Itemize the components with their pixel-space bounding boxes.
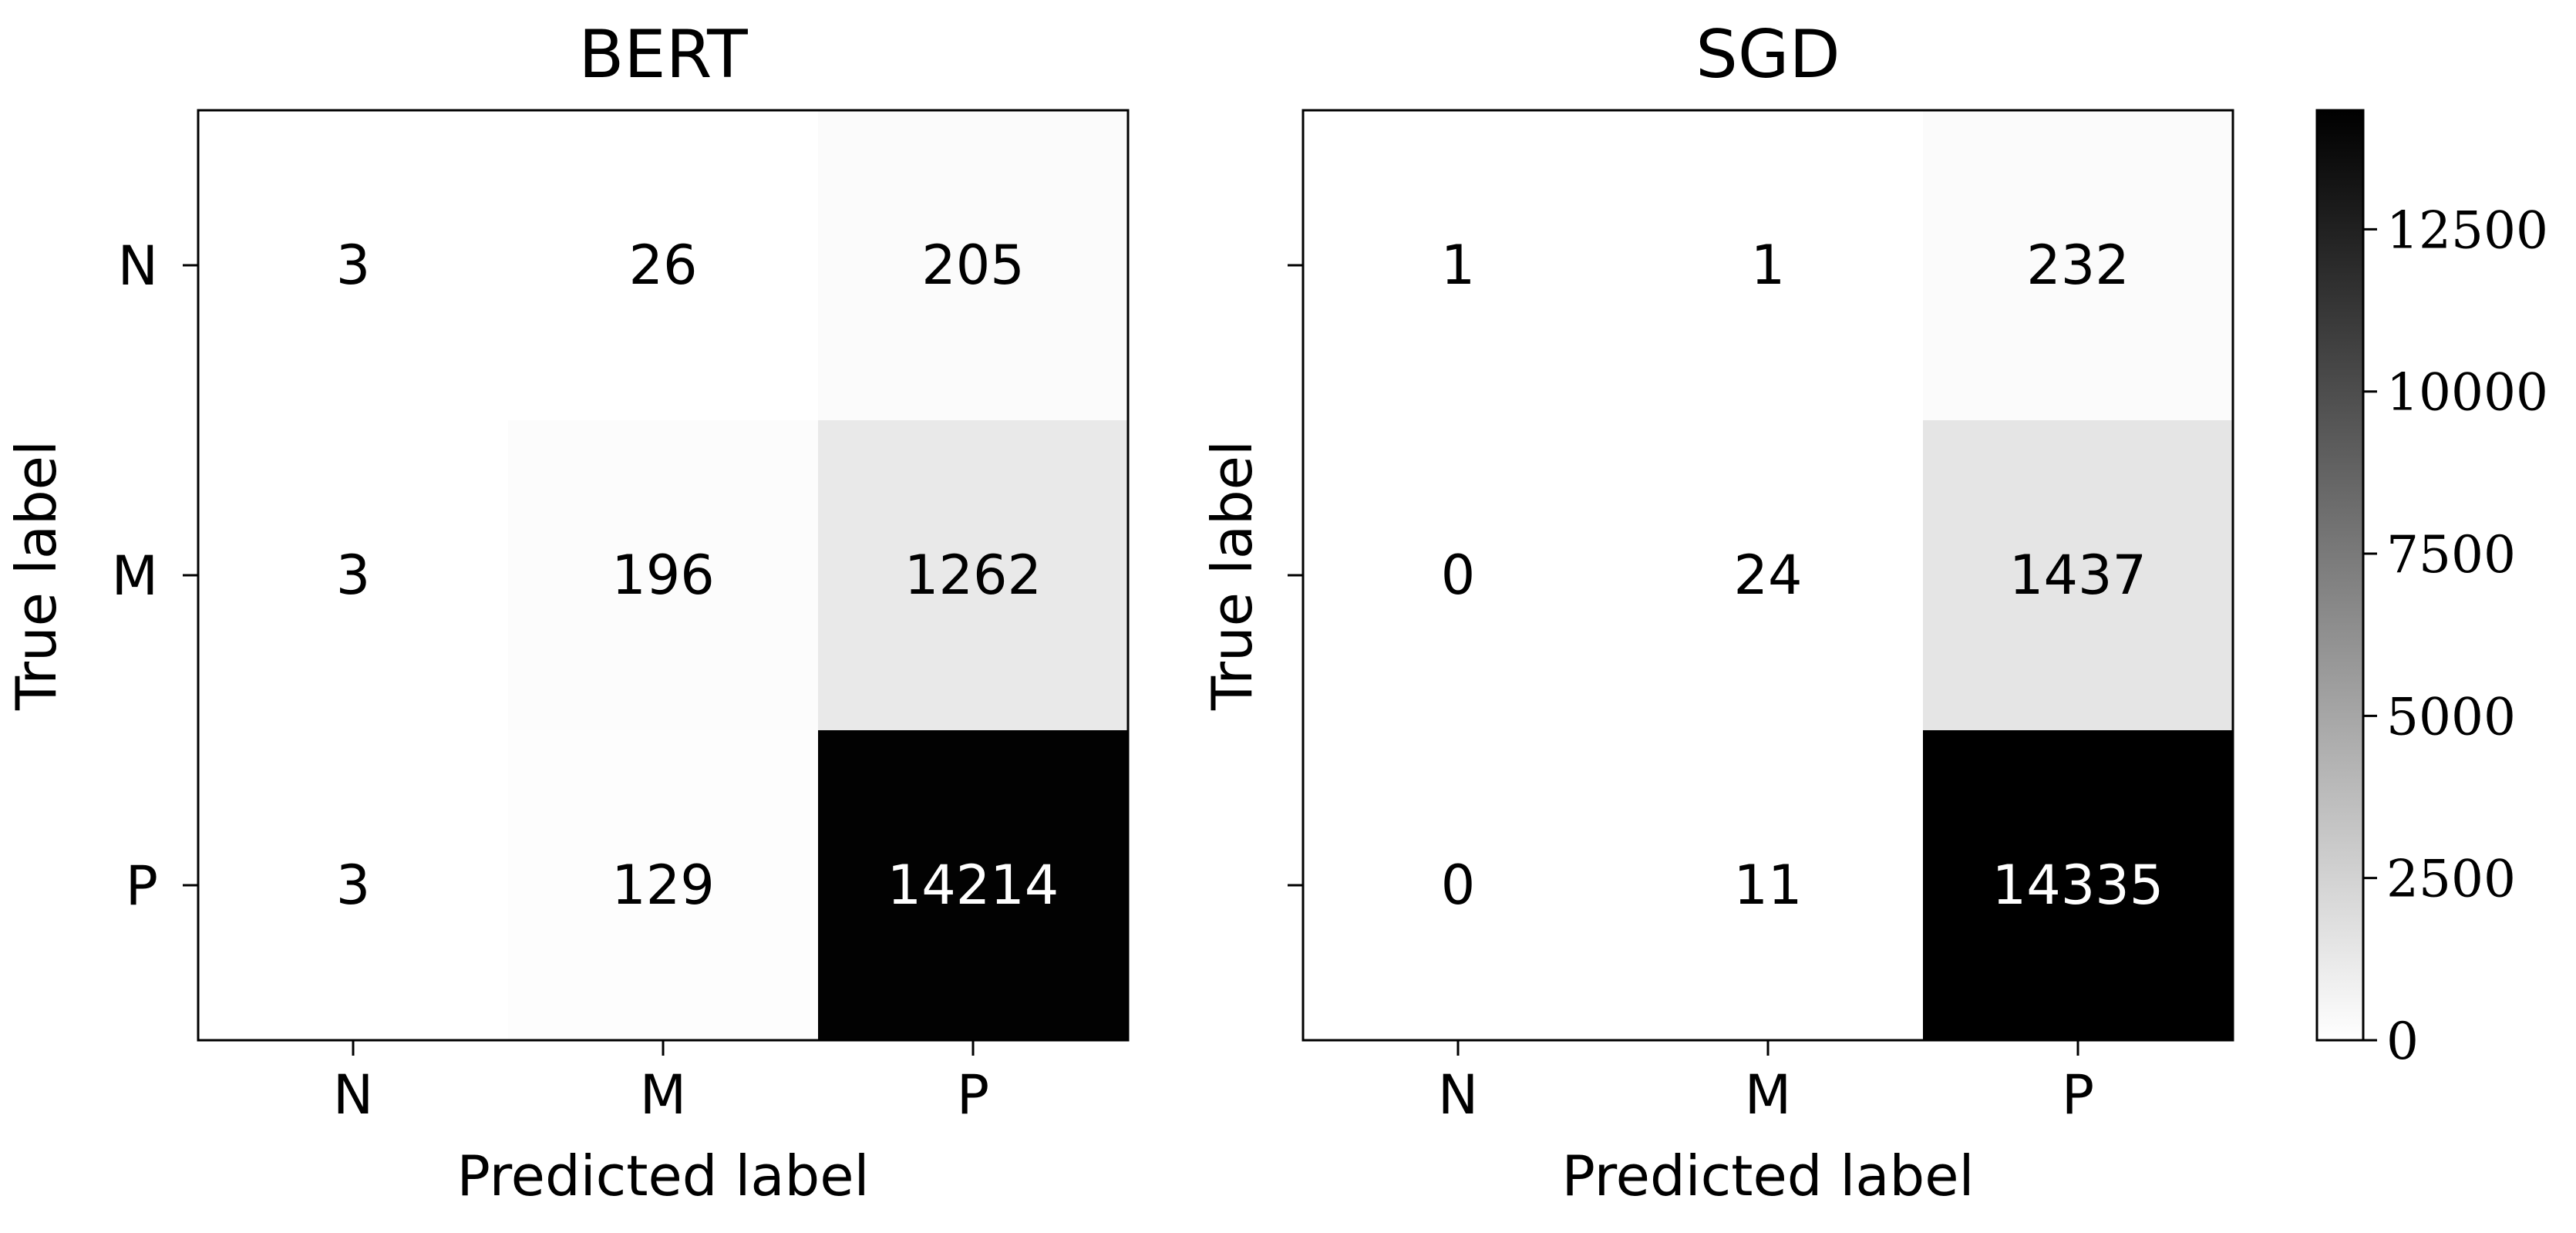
chart-title: SGD	[1695, 16, 1840, 93]
heatmap-cell	[818, 420, 1129, 731]
colorbar-tick-label: 2500	[2386, 850, 2516, 909]
cell-value-label: 232	[2026, 234, 2130, 297]
cell-value-label: 26	[628, 234, 697, 297]
colorbar-tick-label: 10000	[2386, 363, 2548, 423]
heatmap-cell	[1613, 420, 1924, 731]
x-tick-label: P	[2062, 1063, 2094, 1127]
colorbar-tick-label: 5000	[2386, 687, 2516, 746]
heatmap-cell	[1923, 110, 2234, 421]
x-tick-label: N	[1438, 1063, 1478, 1127]
y-tick-label: M	[112, 544, 158, 608]
heatmap-cell	[198, 420, 509, 731]
y-tick-label: P	[126, 854, 158, 918]
cell-value-label: 3	[336, 234, 371, 297]
colorbar-tick-label: 7500	[2386, 525, 2516, 584]
heatmap-cell	[1303, 420, 1614, 731]
heatmap-cell	[198, 110, 509, 421]
colorbar: 0 2500 5000 7500 10000 12500	[2315, 109, 2548, 1071]
colorbar-gradient	[2315, 109, 2365, 1042]
cell-value-label: 205	[921, 234, 1025, 297]
y-axis-label: True label	[1200, 440, 1264, 711]
cell-value-label: 1262	[904, 544, 1042, 607]
cell-value-label: 129	[611, 854, 715, 917]
heatmap-cell	[1303, 110, 1614, 421]
cell-value-label: 24	[1733, 544, 1802, 607]
cell-value-label: 3	[336, 854, 371, 917]
heatmap-cell	[818, 110, 1129, 421]
x-axis-label: Predicted label	[1561, 1144, 1974, 1208]
heatmap-cell	[818, 730, 1129, 1041]
cell-value-label: 196	[611, 544, 715, 607]
heatmap-cell	[508, 730, 819, 1041]
colorbar-tick-label: 0	[2386, 1012, 2419, 1071]
cell-value-label: 1	[1441, 234, 1476, 297]
y-tick-label: N	[118, 234, 158, 298]
heatmap-cell	[508, 420, 819, 731]
cell-value-label: 0	[1441, 544, 1476, 607]
chart-title: BERT	[578, 16, 748, 93]
x-tick-label: P	[957, 1063, 989, 1127]
heatmap-cell	[1613, 110, 1924, 421]
y-axis-label: True label	[4, 440, 69, 711]
heatmap-cell	[1923, 730, 2234, 1041]
heatmap-cell	[1613, 730, 1924, 1041]
cell-value-label: 3	[336, 544, 371, 607]
heatmap-panel-0: 3 26 205 3 196 1262 3 129 14214 N M P N M P BERT Predict…	[4, 16, 1130, 1208]
x-tick-label: M	[640, 1063, 686, 1127]
heatmap-cell	[198, 730, 509, 1041]
heatmap-cell	[1923, 420, 2234, 731]
cell-value-label: 0	[1441, 854, 1476, 917]
x-tick-label: N	[333, 1063, 373, 1127]
cell-value-label: 14214	[887, 854, 1059, 917]
cell-value-label: 11	[1733, 854, 1802, 917]
colorbar-tick-label: 12500	[2386, 200, 2548, 260]
heatmap-cell	[1303, 730, 1614, 1041]
cell-value-label: 1437	[2009, 544, 2147, 607]
cell-value-label: 1	[1751, 234, 1786, 297]
heatmap-cell	[508, 110, 819, 421]
x-tick-label: M	[1745, 1063, 1791, 1127]
cell-value-label: 14335	[1992, 854, 2164, 917]
x-axis-label: Predicted label	[456, 1144, 869, 1208]
